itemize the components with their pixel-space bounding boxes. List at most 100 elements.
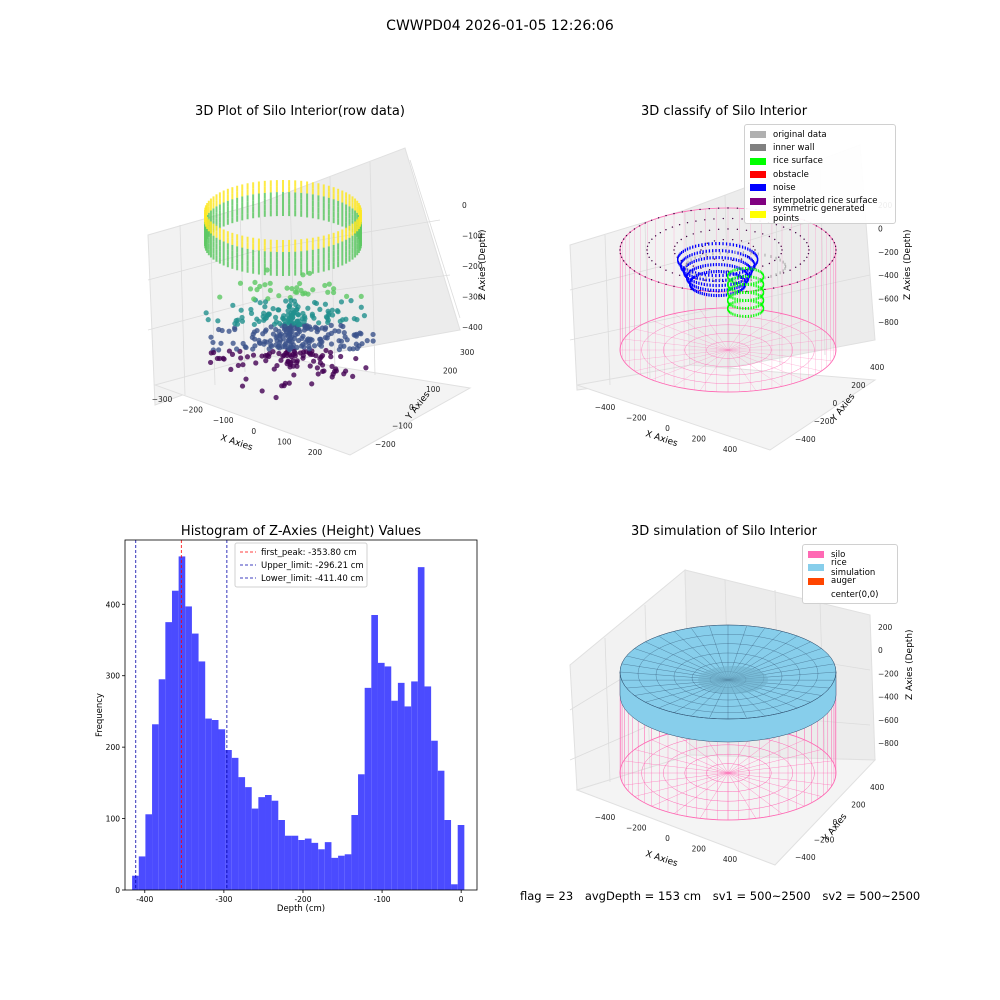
histogram-bar xyxy=(165,622,172,890)
axis-tick-label: 400 xyxy=(723,855,738,864)
axis-tick-label: 0 xyxy=(665,834,670,843)
legend-entry: rice simulation xyxy=(808,558,891,578)
axis-tick-label: 0 xyxy=(878,224,883,233)
histogram-bar xyxy=(324,842,332,890)
histogram-legend-label: Lower_limit: -411.40 cm xyxy=(261,574,363,584)
axis-tick-label: −200 xyxy=(814,836,835,845)
histogram-legend: first_peak: -353.80 cm Upper_limit: -296.… xyxy=(234,542,368,588)
histogram-bar xyxy=(152,724,159,890)
histogram-frame xyxy=(124,539,478,891)
legend-entry: symmetric generated points xyxy=(750,204,889,224)
axis-tick-label: 200 xyxy=(692,845,707,854)
raw-zlabel: Z Axies (Depth) xyxy=(478,229,488,300)
histogram-x-tick-label: -300 xyxy=(215,895,232,904)
axis-tick-label: 100 xyxy=(426,385,441,394)
simulation-panel-title: 3D simulation of Silo Interior xyxy=(631,524,817,539)
raw-panel-title: 3D Plot of Silo Interior(row data) xyxy=(195,104,405,119)
histogram-chart: -400 -300 -200 -100 0 0 100 200 300 400 Depth (c… xyxy=(95,539,478,914)
avg-depth-value: avgDepth = 153 cm xyxy=(584,889,702,903)
axis-tick-label: −300 xyxy=(462,293,483,302)
axis-tick-label: −200 xyxy=(814,417,835,426)
histogram-ylabel: Frequency xyxy=(95,693,105,737)
legend-entry: interpolated rice surface xyxy=(750,194,889,207)
histogram-bar xyxy=(437,770,445,890)
axis-tick-label: 0 xyxy=(665,424,670,433)
legend-swatch xyxy=(808,564,824,572)
classify-legend: original data inner wall rice surface obsta… xyxy=(744,124,896,224)
histogram-title: Histogram of Z-Axies (Height) Values xyxy=(180,524,422,539)
axis-tick-label: −200 xyxy=(626,824,647,833)
axis-tick-label: 200 xyxy=(692,435,707,444)
histogram-y-tick-label: 300 xyxy=(106,672,121,681)
histogram-y-ticks: 0 100 200 300 400 xyxy=(106,600,125,895)
histogram-y-tick-label: 400 xyxy=(106,600,121,609)
legend-swatch xyxy=(750,157,766,165)
axis-tick-label: −400 xyxy=(795,853,816,862)
histogram-bar xyxy=(231,757,239,890)
axis-tick-label: 0 xyxy=(833,818,838,827)
legend-entry: inner wall xyxy=(750,141,889,154)
histogram-bar xyxy=(451,884,458,890)
classify-point-cloud xyxy=(677,242,787,318)
axis-tick-label: 200 xyxy=(878,623,893,632)
legend-entry: obstacle xyxy=(750,168,889,181)
histogram-bar xyxy=(291,835,299,890)
legend-swatch xyxy=(750,171,766,179)
simulation-rice-surface xyxy=(619,624,837,743)
axis-tick-label: 0 xyxy=(833,399,838,408)
histogram-bar xyxy=(457,825,465,890)
legend-swatch xyxy=(808,591,824,599)
axis-tick-label: 100 xyxy=(277,437,292,446)
legend-entry: auger xyxy=(808,575,891,588)
axis-tick-label: 0 xyxy=(409,403,414,412)
histogram-bar xyxy=(318,849,325,890)
histogram-bars xyxy=(132,556,465,890)
legend-swatch xyxy=(750,131,766,139)
legend-swatch xyxy=(750,210,766,218)
axis-tick-label: −600 xyxy=(878,295,899,304)
histogram-bar xyxy=(304,838,312,890)
axis-tick-label: −200 xyxy=(182,406,203,415)
simulation-legend: silo rice simulation auger center(0,0) xyxy=(802,544,898,605)
raw-point-cloud xyxy=(203,180,376,401)
histogram-x-tick-label: -100 xyxy=(374,895,391,904)
flag-value: flag = 23 xyxy=(520,889,574,903)
histogram-bar xyxy=(258,797,266,890)
histogram-bar xyxy=(404,706,412,890)
axis-tick-label: −100 xyxy=(462,232,483,241)
histogram-reference-lines xyxy=(135,540,228,890)
axis-tick-label: −400 xyxy=(595,403,616,412)
axis-tick-label: −200 xyxy=(878,248,899,257)
legend-label: original data xyxy=(773,129,827,140)
histogram-bar xyxy=(158,679,166,890)
legend-entry: rice surface xyxy=(750,155,889,168)
histogram-bar xyxy=(444,820,452,890)
axis-tick-label: −800 xyxy=(878,318,899,327)
legend-entry: center(0,0) xyxy=(808,588,891,601)
histogram-bar xyxy=(397,682,405,890)
legend-swatch xyxy=(750,144,766,152)
legend-label: interpolated rice surface xyxy=(773,196,878,207)
legend-swatch xyxy=(750,184,766,192)
figure-suptitle: CWWPD04 2026-01-05 12:26:06 xyxy=(386,18,614,34)
histogram-bar xyxy=(265,795,272,890)
axis-tick-label: −100 xyxy=(392,422,413,431)
histogram-bar xyxy=(338,855,345,890)
classify-zlabel: Z Axies (Depth) xyxy=(903,229,913,300)
legend-label: silo xyxy=(831,549,846,560)
axis-tick-label: 400 xyxy=(870,783,885,792)
histogram-bar xyxy=(351,815,359,890)
histogram-bar xyxy=(218,729,226,890)
histogram-x-tick-label: -200 xyxy=(294,895,311,904)
legend-label: noise xyxy=(773,182,796,193)
histogram-bar xyxy=(424,686,432,890)
histogram-bar xyxy=(251,808,259,890)
histogram-bar xyxy=(331,857,339,890)
axis-tick-label: −200 xyxy=(462,262,483,271)
simulation-xlabel: X Axies xyxy=(644,849,679,869)
histogram-bar xyxy=(245,787,252,890)
axis-tick-label: 200 xyxy=(851,801,866,810)
classify-silo-wireframe xyxy=(619,207,837,393)
axis-tick-label: 300 xyxy=(460,348,475,357)
status-footer: flag = 23 avgDepth = 153 cm sv1 = 500~25… xyxy=(520,889,928,903)
